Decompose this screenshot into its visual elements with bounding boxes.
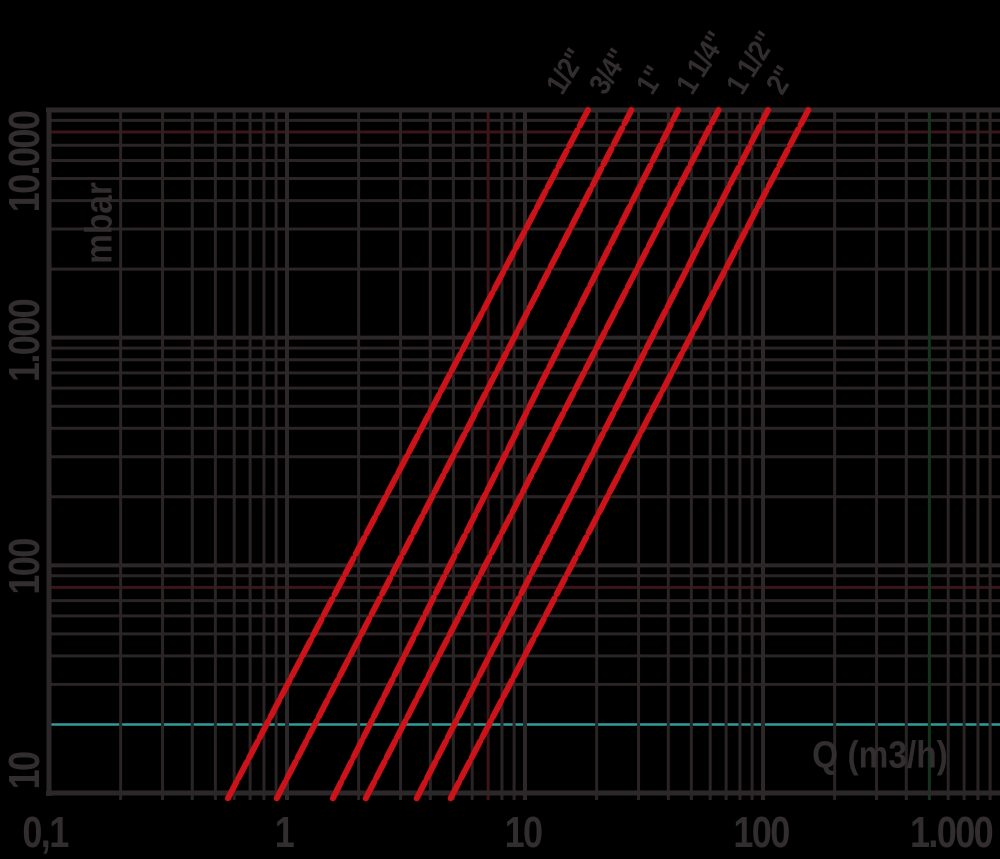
x-tick-label: 10 [504,808,543,857]
flow-curve [225,107,591,801]
y-axis-title: mbar [78,182,121,264]
flow-curve [448,107,811,801]
x-axis-title: Q (m3/h) [812,734,948,777]
x-tick-label: 1.000 [909,808,994,857]
y-tick-label: 10.000 [0,111,49,213]
y-tick-label: 10 [0,752,49,790]
x-tick-label: 100 [733,808,790,857]
flow-curve [414,107,771,801]
flow-curve [274,107,634,801]
y-tick-label: 1.000 [0,299,49,383]
y-tick-label: 100 [0,539,49,595]
flow-curve [363,107,721,801]
flow-curve [330,107,681,801]
x-tick-label: 0,1 [22,808,69,857]
x-tick-label: 1 [274,808,295,857]
